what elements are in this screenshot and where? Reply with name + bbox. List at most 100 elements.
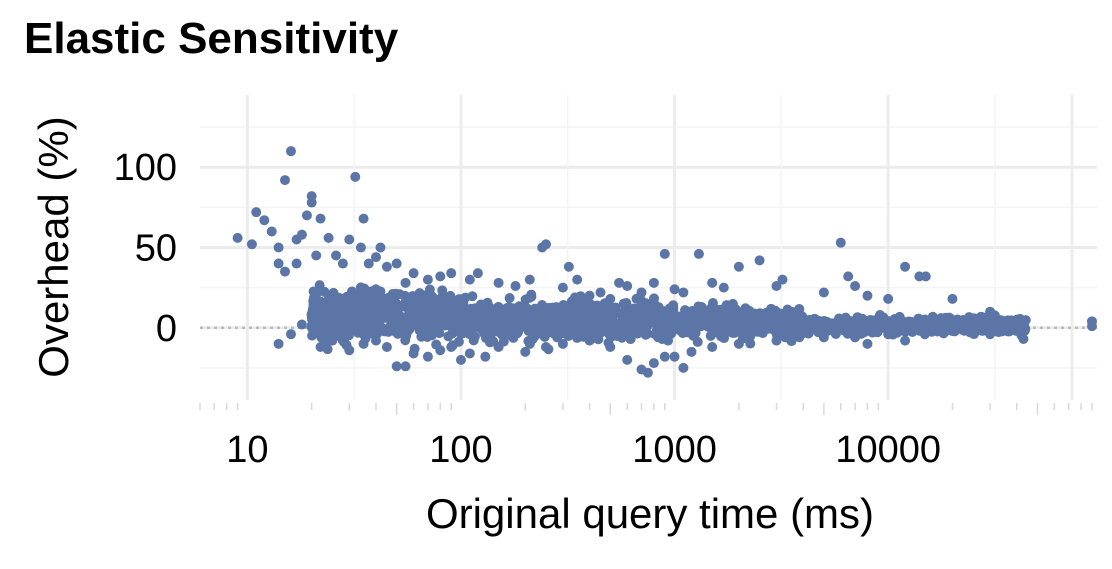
data-point: [520, 319, 531, 330]
data-point: [835, 237, 846, 248]
data-point: [696, 301, 707, 312]
data-point: [466, 312, 477, 323]
y-tick-label: 50: [135, 228, 177, 270]
data-point: [850, 281, 861, 292]
data-point: [1086, 321, 1097, 332]
data-point: [316, 304, 327, 315]
data-point: [778, 317, 789, 328]
data-point: [400, 277, 411, 288]
data-point: [387, 289, 398, 300]
data-point: [316, 329, 327, 340]
data-point: [889, 313, 900, 324]
data-point: [309, 323, 320, 334]
data-point: [400, 335, 411, 346]
data-point: [899, 317, 910, 328]
data-point: [392, 328, 403, 339]
data-point: [434, 328, 445, 339]
data-points: [232, 146, 1097, 378]
data-point: [552, 302, 563, 313]
data-point: [435, 318, 446, 329]
data-point: [940, 312, 951, 323]
data-point: [743, 305, 754, 316]
data-point: [573, 308, 584, 319]
data-point: [279, 175, 290, 186]
data-point: [460, 325, 471, 336]
data-point: [575, 291, 586, 302]
data-point: [530, 322, 541, 333]
data-point: [333, 298, 344, 309]
data-point: [594, 303, 605, 314]
data-point: [355, 242, 366, 253]
data-point: [563, 261, 574, 272]
data-point: [486, 316, 497, 327]
data-point: [350, 303, 361, 314]
data-point: [862, 338, 873, 349]
data-point: [693, 248, 704, 259]
data-point: [360, 299, 371, 310]
data-point: [595, 287, 606, 298]
data-point: [557, 338, 568, 349]
data-point: [301, 210, 312, 221]
data-point: [422, 274, 433, 285]
data-point: [484, 337, 495, 348]
data-point: [489, 304, 500, 315]
data-point: [540, 239, 551, 250]
x-tick-label: 100: [429, 429, 492, 471]
data-point: [622, 354, 633, 365]
data-point: [648, 358, 659, 369]
data-point: [633, 327, 644, 338]
data-point: [472, 268, 483, 279]
data-point: [624, 312, 635, 323]
data-point: [528, 311, 539, 322]
data-point: [493, 277, 504, 288]
data-point: [947, 325, 958, 336]
data-point: [251, 207, 262, 218]
data-point: [782, 324, 793, 335]
data-point: [777, 274, 788, 285]
data-point: [806, 322, 817, 333]
data-point: [469, 331, 480, 342]
data-point: [308, 295, 319, 306]
data-point: [350, 171, 361, 182]
data-point: [332, 306, 343, 317]
data-point: [754, 255, 765, 266]
data-point: [1002, 324, 1013, 335]
data-point: [947, 293, 958, 304]
data-point: [273, 258, 284, 269]
data-point: [605, 342, 616, 353]
data-point: [605, 293, 616, 304]
data-point: [920, 271, 931, 282]
data-point: [539, 331, 550, 342]
data-point: [669, 284, 680, 295]
data-point: [344, 345, 355, 356]
data-point: [584, 290, 595, 301]
data-point: [391, 361, 402, 372]
data-point: [762, 312, 773, 323]
data-point: [381, 261, 392, 272]
data-point: [341, 291, 352, 302]
data-point: [786, 336, 797, 347]
data-point: [985, 306, 996, 317]
data-point: [315, 213, 326, 224]
data-point: [403, 296, 414, 307]
data-point: [842, 322, 853, 333]
data-point: [306, 197, 317, 208]
data-point: [614, 277, 625, 288]
data-point: [349, 321, 360, 332]
data-point: [705, 303, 716, 314]
data-point: [938, 328, 949, 339]
data-point: [818, 287, 829, 298]
data-point: [420, 320, 431, 331]
data-point: [692, 336, 703, 347]
data-point: [733, 261, 744, 272]
data-point: [619, 320, 630, 331]
data-point: [312, 313, 323, 324]
data-point: [323, 323, 334, 334]
data-point: [473, 318, 484, 329]
data-point: [422, 351, 433, 362]
data-point: [733, 338, 744, 349]
data-point: [883, 293, 894, 304]
data-point: [543, 310, 554, 321]
x-tick-label: 1000: [632, 429, 717, 471]
data-point: [285, 146, 296, 157]
